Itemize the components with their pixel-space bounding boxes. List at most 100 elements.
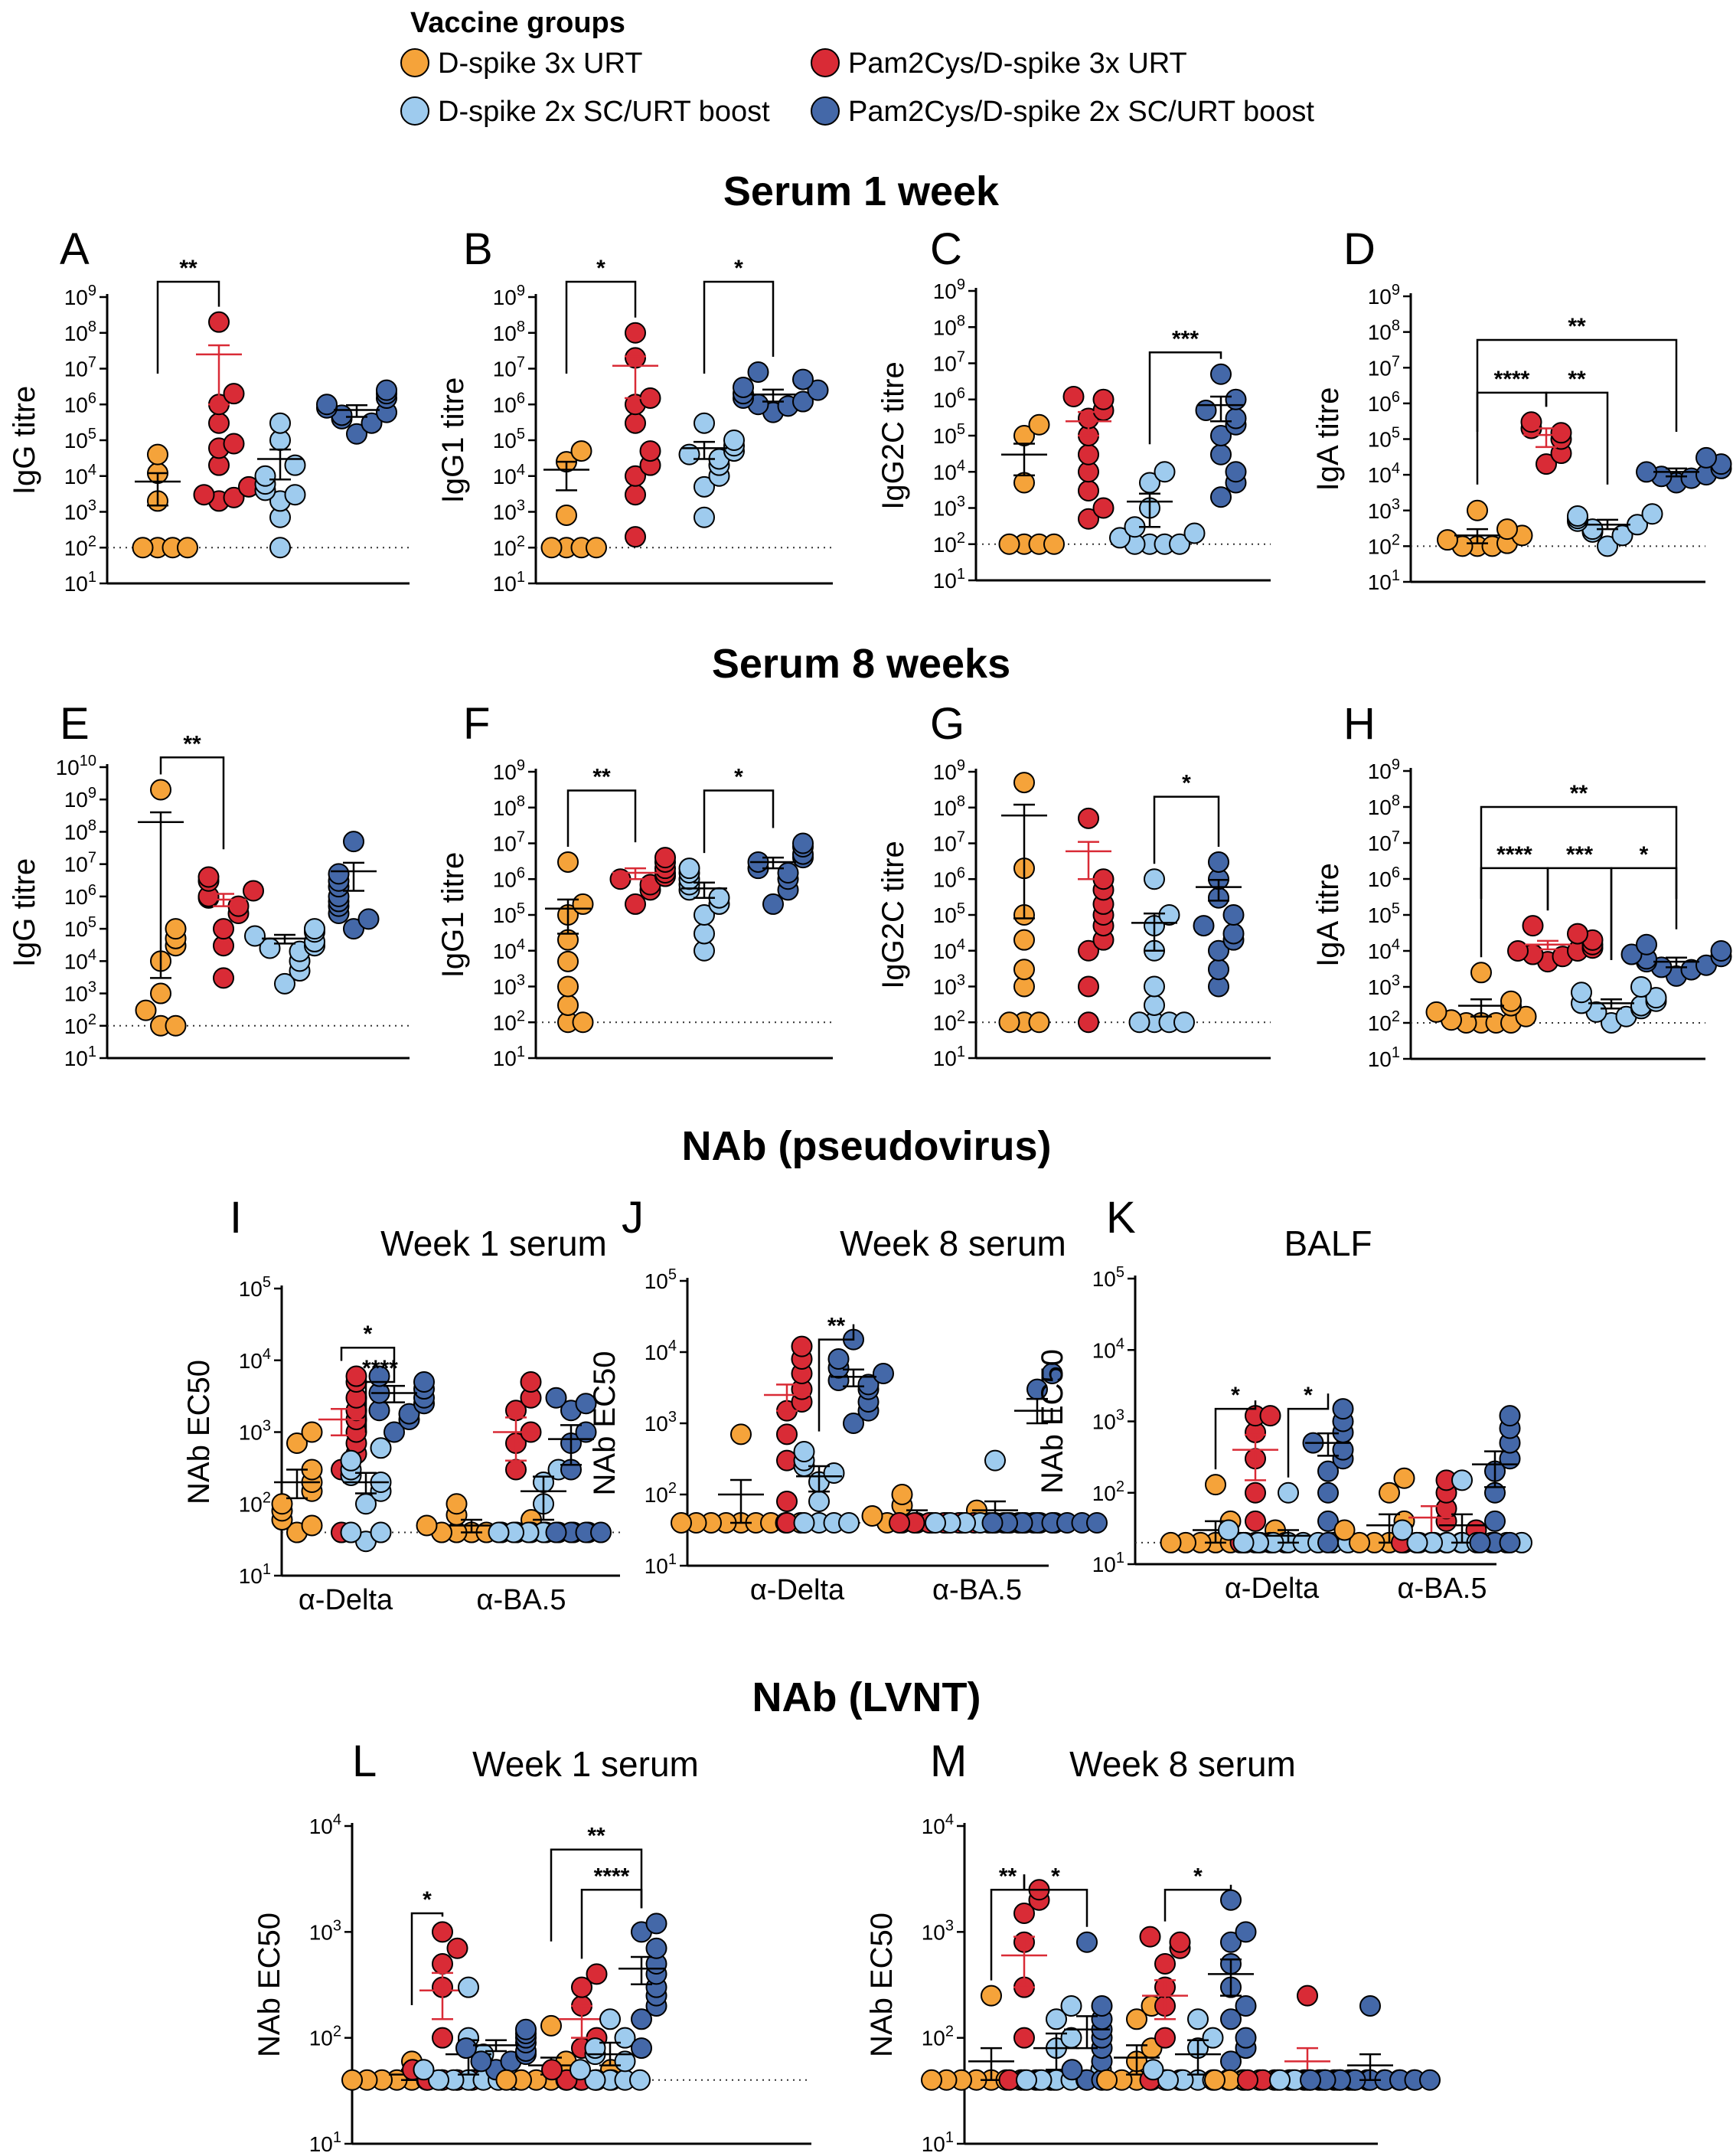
data-point-K xyxy=(1451,1469,1473,1491)
significance-bracket-E xyxy=(159,756,225,850)
panel-M: M Week 8 serum NAb EC50 101 102 103 104 α-Ances… xyxy=(865,1736,1441,2156)
panel-letter-K: K xyxy=(1106,1193,1136,1243)
data-point-G xyxy=(1013,772,1035,794)
legend-label-3: Pam2Cys/D-spike 2x SC/URT boost xyxy=(848,96,1314,128)
y-tick-label-F: 106 xyxy=(493,864,525,891)
x-category-label-L: α-BA.5 xyxy=(691,2152,781,2156)
data-point-D xyxy=(1550,422,1572,444)
panel-title-J: Week 8 serum xyxy=(840,1223,1066,1263)
data-point-C xyxy=(1210,443,1232,466)
data-point-G xyxy=(1078,1011,1099,1034)
data-point-M xyxy=(1016,2069,1037,2091)
data-point-L xyxy=(540,2014,562,2037)
data-point-J xyxy=(981,1512,1004,1534)
y-tick-label-J: 103 xyxy=(645,1409,677,1436)
significance-label-M: * xyxy=(1193,1864,1203,1889)
y-tick-label-K: 105 xyxy=(1092,1264,1124,1291)
data-point-H xyxy=(1636,933,1657,956)
x-category-label-L: α-Delta xyxy=(549,2152,644,2156)
x-category-label-J: α-Delta xyxy=(750,1574,845,1606)
data-point-A xyxy=(269,537,291,559)
data-point-F xyxy=(572,1011,594,1034)
significance-label-L: ** xyxy=(587,1824,605,1849)
y-tick-label-C: 108 xyxy=(933,312,965,339)
data-point-M xyxy=(1157,2069,1179,2091)
significance-label-L: * xyxy=(423,1887,432,1913)
panel-letter-M: M xyxy=(930,1736,967,1786)
data-point-B xyxy=(807,379,829,401)
data-point-I xyxy=(590,1521,612,1544)
significance-bracket-I xyxy=(340,1346,396,1361)
y-tick-label-E: 109 xyxy=(64,785,96,812)
data-point-M xyxy=(1154,2027,1176,2049)
y-tick-label-C: 109 xyxy=(933,276,965,303)
y-tick-label-E: 101 xyxy=(64,1044,96,1070)
panel-letter-A: A xyxy=(60,224,90,274)
data-point-I xyxy=(271,1493,293,1515)
y-axis-label-B: IgG1 titre xyxy=(436,377,470,504)
data-point-A xyxy=(316,394,338,416)
significance-bracket-F xyxy=(566,789,637,847)
data-point-B xyxy=(625,322,646,344)
y-tick-label-A: 101 xyxy=(64,569,96,596)
data-point-J xyxy=(857,1374,880,1396)
significance-label-I: **** xyxy=(362,1356,398,1381)
data-point-B xyxy=(733,376,754,398)
data-point-M xyxy=(1060,1995,1082,2017)
data-point-M xyxy=(1419,2069,1441,2091)
data-point-K xyxy=(1469,1531,1491,1553)
data-point-H xyxy=(1522,915,1544,937)
x-category-label-I: α-Delta xyxy=(299,1584,393,1616)
y-axis-label-F: IgG1 titre xyxy=(436,852,470,978)
panel-J: J Week 8 serum NAb EC50 101 102 103 104 105 α-De… xyxy=(588,1193,1108,1606)
significance-label-M: * xyxy=(1051,1864,1060,1889)
data-point-K xyxy=(1499,1531,1521,1553)
y-tick-label-E: 103 xyxy=(64,979,96,1006)
y-axis-label-J: NAb EC50 xyxy=(588,1351,622,1496)
y-tick-label-F: 109 xyxy=(493,757,525,784)
data-point-M xyxy=(1235,1995,1257,2017)
y-axis-label-C: IgG2C titre xyxy=(876,361,910,509)
data-point-C xyxy=(1183,522,1206,544)
data-point-G xyxy=(1222,923,1245,945)
y-axis-label-L: NAb EC50 xyxy=(253,1913,286,2057)
data-point-H xyxy=(1620,943,1643,965)
data-point-L xyxy=(455,2037,477,2060)
data-point-F xyxy=(557,975,579,998)
data-point-H xyxy=(1500,990,1522,1012)
x-category-label-M: α-Ancestral xyxy=(965,2152,1113,2156)
data-point-E xyxy=(165,918,187,940)
data-point-L xyxy=(645,1937,667,1959)
legend-swatch-3 xyxy=(811,96,840,126)
data-point-M xyxy=(1142,2059,1164,2081)
data-point-D xyxy=(1536,453,1557,475)
panel-letter-L: L xyxy=(352,1736,377,1786)
data-point-B xyxy=(540,537,563,559)
y-tick-label-L: 102 xyxy=(309,2024,341,2050)
data-point-F xyxy=(625,893,646,915)
data-point-A xyxy=(254,465,276,487)
data-point-C xyxy=(1109,527,1131,549)
y-tick-label-D: 108 xyxy=(1368,318,1400,345)
data-point-F xyxy=(557,851,579,873)
data-point-C xyxy=(1225,461,1247,483)
data-point-C xyxy=(1225,388,1247,410)
y-axis-label-K: NAb EC50 xyxy=(1036,1349,1069,1494)
data-point-J xyxy=(925,1512,946,1534)
data-point-J xyxy=(791,1335,813,1357)
y-tick-label-J: 105 xyxy=(645,1266,677,1293)
significance-bracket-L xyxy=(410,1912,444,2005)
significance-bracket-D xyxy=(1476,338,1678,432)
data-point-G xyxy=(1193,915,1215,937)
y-axis-label-E: IgG titre xyxy=(8,858,41,967)
data-point-K xyxy=(1499,1405,1521,1427)
data-point-E xyxy=(165,1014,187,1037)
data-point-H xyxy=(1645,987,1667,1009)
y-tick-label-I: 103 xyxy=(239,1418,271,1445)
significance-bracket-H xyxy=(1480,805,1678,899)
data-point-D xyxy=(1520,411,1542,433)
data-point-L xyxy=(586,1963,608,1985)
data-point-D xyxy=(1467,499,1488,521)
y-tick-label-G: 104 xyxy=(933,936,965,963)
data-point-K xyxy=(1278,1481,1299,1504)
